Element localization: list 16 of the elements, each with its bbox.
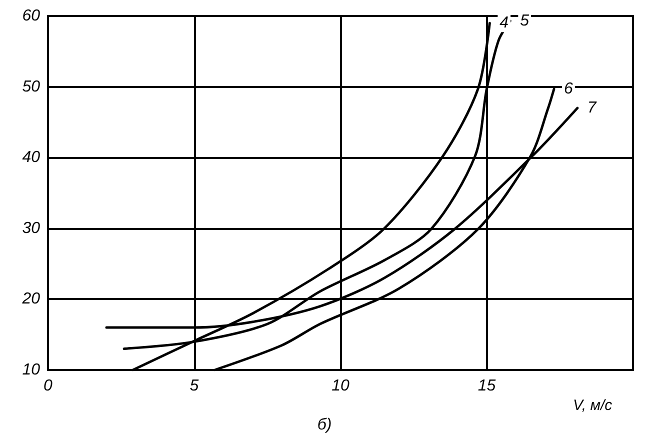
y-tick-label: 50 — [22, 78, 40, 96]
x-tick-label: 0 — [44, 378, 53, 394]
text: б) — [317, 416, 332, 434]
series-label: 5 — [520, 12, 530, 30]
y-tick-label: 60 — [22, 8, 40, 24]
y-tick-label: 40 — [22, 149, 40, 166]
x-tick-label: 15 — [478, 378, 496, 394]
x-tick-label: 5 — [190, 378, 199, 394]
x-axis-title: V, м/с — [573, 397, 613, 414]
series-label: 4 — [500, 14, 509, 32]
series-label: 7 — [587, 100, 598, 117]
series-label: 6 — [564, 80, 574, 98]
y-tick-label: 30 — [22, 220, 40, 237]
y-tick-label: 20 — [21, 290, 40, 308]
y-tick-label: 10 — [22, 362, 40, 378]
x-tick-label: 10 — [332, 378, 350, 394]
